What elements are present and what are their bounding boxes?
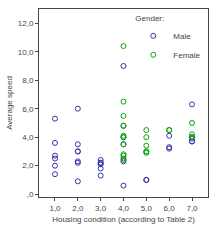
svg-text:10,0: 10,0 — [18, 48, 34, 57]
svg-text:5,0: 5,0 — [141, 204, 153, 213]
svg-text:3,0: 3,0 — [95, 204, 107, 213]
svg-text:2,0: 2,0 — [22, 161, 34, 170]
svg-text:2,0: 2,0 — [72, 204, 84, 213]
svg-text:12,0: 12,0 — [18, 19, 34, 28]
svg-text:7,0: 7,0 — [186, 204, 198, 213]
svg-text:6,0: 6,0 — [22, 105, 34, 114]
svg-text:Gender:: Gender: — [135, 14, 164, 23]
svg-text:4,0: 4,0 — [118, 204, 130, 213]
svg-text:Female: Female — [173, 51, 200, 60]
svg-text:8,0: 8,0 — [22, 76, 34, 85]
svg-text:Housing condition (according t: Housing condition (according to Table 2) — [52, 215, 195, 224]
svg-text:,0: ,0 — [27, 190, 34, 199]
svg-text:6,0: 6,0 — [164, 204, 176, 213]
svg-text:Average speed: Average speed — [5, 76, 14, 130]
svg-text:4,0: 4,0 — [22, 133, 34, 142]
svg-text:Male: Male — [173, 32, 191, 41]
svg-text:1,0: 1,0 — [49, 204, 61, 213]
